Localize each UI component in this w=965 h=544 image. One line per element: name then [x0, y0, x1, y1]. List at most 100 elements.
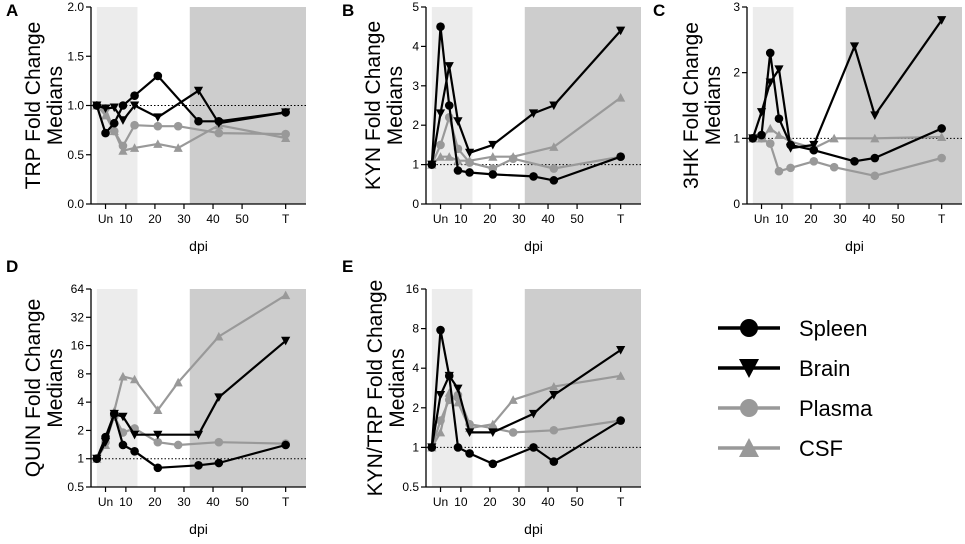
data-point-csf — [829, 133, 839, 143]
data-point-brain — [464, 148, 475, 158]
data-point-spleen — [153, 463, 163, 473]
data-point-csf — [870, 133, 880, 143]
x-tick-label: 10 — [454, 495, 468, 509]
data-point-brain — [129, 101, 140, 111]
x-tick-label: T — [938, 212, 946, 226]
y-tick-label: 1.0 — [67, 99, 84, 113]
series-spleen — [92, 409, 290, 473]
data-point-spleen — [549, 176, 559, 185]
data-point-brain — [849, 42, 860, 51]
y-tick-label: 3 — [733, 0, 740, 14]
data-point-csf — [616, 371, 626, 380]
data-point-plasma — [118, 141, 128, 151]
x-tick-label: 40 — [541, 212, 555, 226]
x-axis-label: dpi — [524, 238, 543, 254]
data-point-spleen — [194, 116, 203, 126]
x-tick-label: T — [617, 495, 625, 509]
data-point-brain — [549, 101, 559, 111]
data-point-spleen — [774, 114, 784, 123]
y-tick-label: 1 — [412, 158, 419, 172]
legend-label: Spleen — [799, 316, 868, 341]
x-tick-label: 30 — [177, 212, 191, 226]
x-axis-label: dpi — [845, 238, 864, 254]
series-spleen — [427, 22, 625, 185]
data-point-plasma — [173, 440, 183, 450]
y-tick-label: 0.5 — [402, 480, 419, 494]
x-tick-label: 20 — [483, 495, 497, 509]
data-point-spleen — [194, 461, 203, 470]
data-point-brain — [549, 391, 559, 400]
data-point-brain — [528, 109, 539, 118]
y-axis-label: Medians — [386, 348, 409, 427]
y-axis-label: TRP Fold Change — [22, 22, 45, 190]
data-point-plasma — [173, 121, 183, 131]
panel-label: C — [653, 1, 665, 20]
x-tick-label: 30 — [512, 212, 526, 226]
x-tick-label: 10 — [119, 495, 133, 509]
y-tick-label: 2 — [412, 118, 419, 132]
y-tick-label: 16 — [71, 339, 85, 353]
data-point-spleen — [130, 446, 139, 456]
y-tick-label: 8 — [412, 322, 419, 336]
legend-item-plasma: Plasma — [718, 396, 873, 421]
data-point-csf — [488, 152, 498, 161]
series-spleen — [427, 325, 625, 469]
y-tick-label: 64 — [71, 282, 85, 296]
x-tick-label: 40 — [541, 495, 555, 509]
x-tick-label: 20 — [804, 212, 818, 226]
x-tick-label: 40 — [206, 495, 220, 509]
x-tick-label: Un — [754, 212, 769, 226]
x-tick-label: T — [282, 495, 290, 509]
data-point-spleen — [436, 22, 445, 32]
x-tick-label: 30 — [512, 495, 526, 509]
data-point-brain — [453, 117, 463, 126]
x-tick-label: 50 — [570, 212, 584, 226]
y-tick-label: 0.5 — [67, 480, 84, 494]
data-point-plasma — [937, 153, 946, 163]
legend-label: Brain — [799, 356, 850, 381]
data-point-csf — [129, 143, 140, 152]
y-axis-label: Medians — [44, 66, 67, 145]
data-point-spleen — [616, 152, 625, 162]
data-point-plasma — [214, 128, 224, 138]
x-tick-label: 10 — [775, 212, 789, 226]
data-point-spleen — [465, 168, 474, 177]
legend-marker — [739, 359, 759, 378]
x-tick-label: Un — [433, 212, 448, 226]
data-point-spleen — [214, 458, 224, 468]
series-spleen — [748, 48, 946, 166]
x-tick-label: Un — [98, 495, 113, 509]
data-point-plasma — [786, 163, 795, 173]
legend-item-csf: CSF — [718, 436, 843, 461]
y-axis-label: Medians — [44, 348, 67, 427]
data-point-brain — [616, 26, 626, 36]
legend-item-spleen: Spleen — [718, 316, 868, 341]
x-tick-label: 30 — [177, 495, 191, 509]
legend-marker — [740, 319, 758, 337]
x-tick-label: Un — [98, 212, 113, 226]
data-point-brain — [488, 140, 498, 150]
data-point-csf — [549, 381, 559, 391]
data-point-brain — [809, 140, 819, 150]
data-point-spleen — [92, 101, 102, 110]
data-point-plasma — [436, 416, 445, 425]
data-point-spleen — [616, 416, 625, 425]
data-point-brain — [616, 346, 626, 355]
data-point-spleen — [765, 48, 775, 58]
data-point-plasma — [436, 140, 445, 150]
data-point-plasma — [774, 166, 784, 176]
y-tick-label: 2 — [412, 401, 419, 415]
data-point-brain — [528, 409, 539, 419]
x-tick-label: Un — [433, 495, 448, 509]
data-point-spleen — [453, 443, 463, 452]
y-tick-label: 0.5 — [67, 148, 84, 162]
data-point-spleen — [436, 325, 445, 335]
legend-item-brain: Brain — [718, 356, 850, 381]
y-tick-label: 4 — [77, 395, 84, 409]
data-point-spleen — [444, 371, 454, 381]
data-point-brain — [129, 430, 140, 440]
data-point-csf — [153, 405, 163, 414]
